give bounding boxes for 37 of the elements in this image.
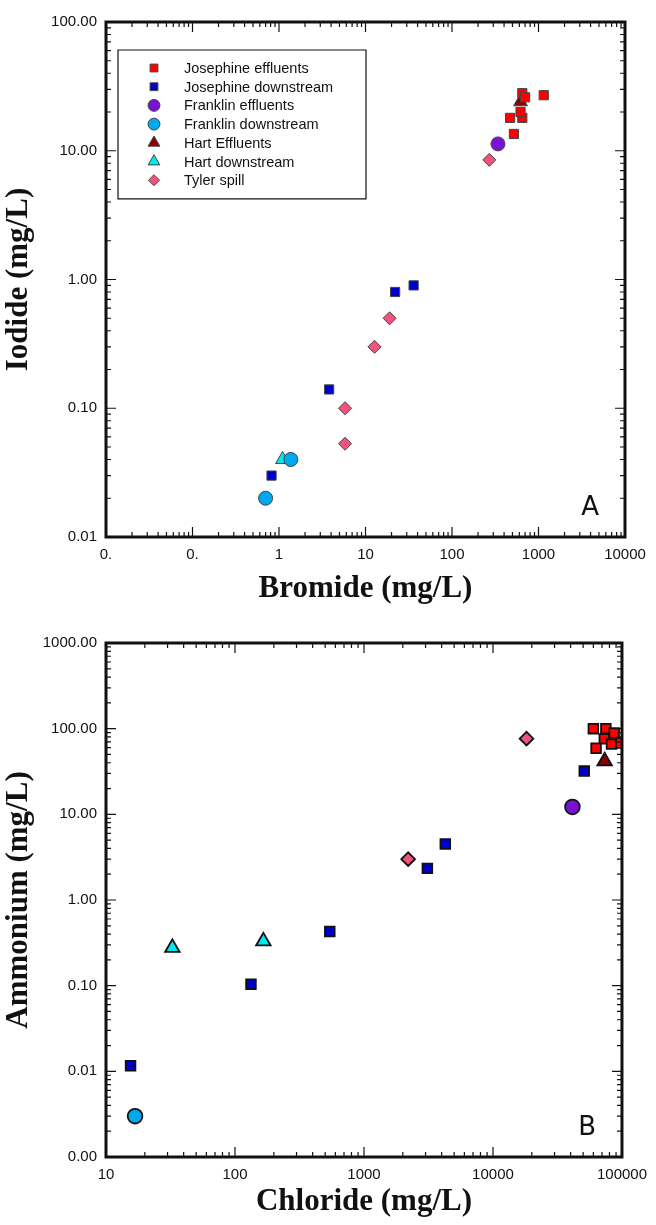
- x-tick-label: 10: [97, 1165, 115, 1183]
- legend-label: Josephine effluents: [184, 60, 309, 76]
- x-axis-title: Chloride (mg/L): [255, 1182, 473, 1218]
- x-tick-label: 10: [357, 545, 374, 563]
- legend-label: Tyler spill: [184, 172, 245, 189]
- annotation: A: [581, 491, 600, 521]
- y-tick-label: 10.00: [59, 804, 97, 822]
- legend-label: Josephine downstream: [184, 78, 334, 95]
- x-tick-label: 1000: [521, 545, 556, 563]
- x-tick-label: 100000: [596, 1165, 647, 1183]
- y-tick-label: 1.00: [67, 269, 97, 287]
- x-axis-title: Bromide (mg/L): [258, 569, 473, 605]
- y-tick-label: 1000.00: [42, 633, 97, 651]
- y-tick-label: 0.01: [67, 527, 97, 545]
- y-axis-title: Ammonium (mg/L): [0, 771, 34, 1029]
- x-tick-label: 100: [439, 545, 465, 563]
- y-tick-label: 10.00: [59, 140, 97, 158]
- x-tick-label: 1000: [347, 1165, 381, 1183]
- legend-label: Hart downstream: [184, 153, 295, 170]
- x-tick-label: 1: [274, 545, 284, 563]
- y-tick-label: 0.00: [67, 1147, 97, 1165]
- y-tick-label: 0.10: [67, 975, 97, 993]
- x-tick-label: 0.: [186, 545, 199, 563]
- legend-label: Hart Effluents: [184, 134, 272, 151]
- y-tick-label: 0.01: [67, 1061, 97, 1079]
- legend-label: Franklin downstream: [184, 116, 319, 133]
- y-tick-label: 100.00: [51, 718, 97, 736]
- legend-label: Franklin effluents: [184, 97, 295, 114]
- annotation: B: [578, 1111, 596, 1141]
- x-tick-label: 0.: [99, 545, 113, 563]
- y-axis-title: Iodide (mg/L): [0, 187, 34, 372]
- y-tick-label: 1.00: [67, 890, 97, 908]
- x-tick-label: 100: [222, 1165, 248, 1183]
- x-tick-label: 10000: [472, 1165, 514, 1183]
- y-tick-label: 0.10: [67, 398, 97, 416]
- y-tick-label: 100.00: [51, 12, 97, 30]
- x-tick-label: 10000: [604, 545, 646, 563]
